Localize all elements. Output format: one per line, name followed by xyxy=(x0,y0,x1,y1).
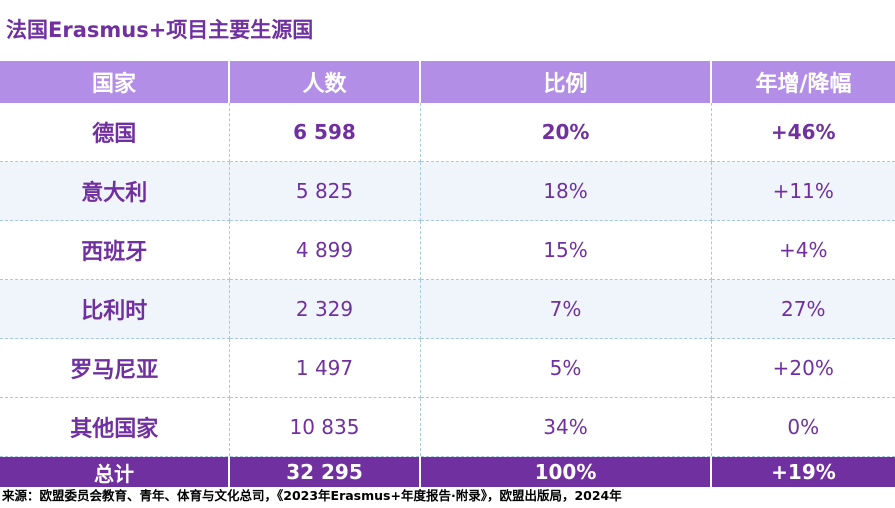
total-change: +19% xyxy=(711,456,895,487)
total-share: 100% xyxy=(420,456,712,487)
total-label: 总计 xyxy=(0,456,230,487)
change-cell: +20% xyxy=(711,338,895,398)
total-count: 32 295 xyxy=(229,456,421,487)
change-cell: +46% xyxy=(711,103,895,162)
count-cell: 2 329 xyxy=(229,279,421,339)
share-cell: 15% xyxy=(420,220,712,280)
table-row: 比利时 2 329 7% 27% xyxy=(0,279,895,339)
count-cell: 10 835 xyxy=(229,397,421,457)
change-cell: 0% xyxy=(711,397,895,457)
count-cell: 5 825 xyxy=(229,161,421,221)
share-cell: 20% xyxy=(420,103,712,162)
table-row: 意大利 5 825 18% +11% xyxy=(0,161,895,221)
table-header-row: 国家 人数 比例 年增/降幅 xyxy=(0,61,895,103)
country-cell: 西班牙 xyxy=(0,220,230,280)
header-share: 比例 xyxy=(420,61,712,103)
table-row: 其他国家 10 835 34% 0% xyxy=(0,397,895,457)
share-cell: 5% xyxy=(420,338,712,398)
change-cell: +11% xyxy=(711,161,895,221)
table-row: 罗马尼亚 1 497 5% +20% xyxy=(0,338,895,398)
change-cell: 27% xyxy=(711,279,895,339)
count-cell: 6 598 xyxy=(229,103,421,162)
header-count: 人数 xyxy=(229,61,421,103)
change-cell: +4% xyxy=(711,220,895,280)
count-cell: 1 497 xyxy=(229,338,421,398)
country-cell: 比利时 xyxy=(0,279,230,339)
share-cell: 7% xyxy=(420,279,712,339)
source-note: 来源：欧盟委员会教育、青年、体育与文化总司，《2023年Erasmus+年度报告… xyxy=(2,488,622,503)
country-cell: 罗马尼亚 xyxy=(0,338,230,398)
table-row: 西班牙 4 899 15% +4% xyxy=(0,220,895,280)
country-cell: 其他国家 xyxy=(0,397,230,457)
country-cell: 德国 xyxy=(0,103,230,162)
page-title: 法国Erasmus+项目主要生源国 xyxy=(6,18,314,42)
share-cell: 18% xyxy=(420,161,712,221)
header-change: 年增/降幅 xyxy=(711,61,895,103)
data-table: 国家 人数 比例 年增/降幅 德国 6 598 20% +46% 意大利 5 8… xyxy=(0,61,895,487)
count-cell: 4 899 xyxy=(229,220,421,280)
header-country: 国家 xyxy=(0,61,230,103)
share-cell: 34% xyxy=(420,397,712,457)
total-row: 总计 32 295 100% +19% xyxy=(0,456,895,487)
country-cell: 意大利 xyxy=(0,161,230,221)
table-row: 德国 6 598 20% +46% xyxy=(0,103,895,162)
